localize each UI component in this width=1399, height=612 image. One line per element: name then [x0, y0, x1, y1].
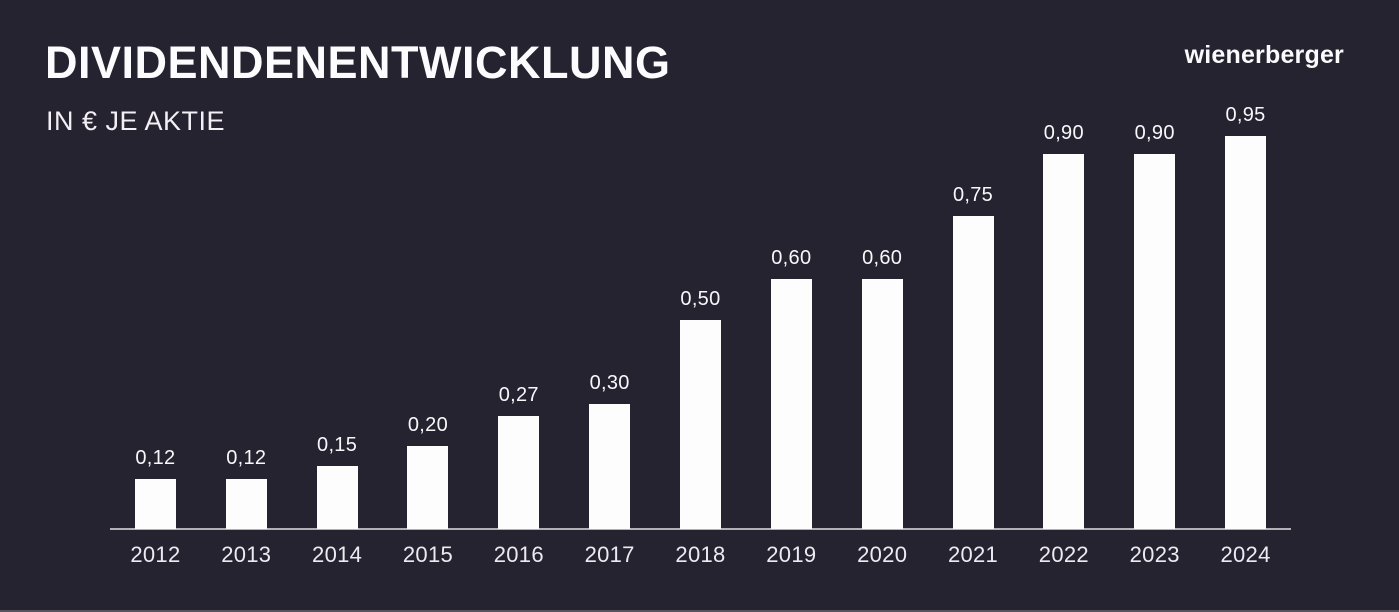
bar-group-2020: 0,60: [837, 104, 928, 529]
bar-value-label-2022: 0,90: [1043, 122, 1084, 144]
bar-value-label-2014: 0,15: [317, 434, 358, 456]
bar-group-2017: 0,30: [564, 104, 655, 529]
bar-value-label-2017: 0,30: [589, 372, 630, 394]
bar-2021: [952, 216, 994, 529]
year-label-2012: 2012: [130, 542, 181, 567]
bar-2022: [1043, 154, 1085, 529]
year-label-2023: 2023: [1129, 542, 1180, 567]
bar-group-2022: 0,90: [1018, 104, 1109, 529]
bar-group-2021: 0,75: [928, 104, 1019, 529]
bar-group-2019: 0,60: [746, 104, 837, 529]
year-label-2013: 2013: [221, 542, 272, 567]
bar-value-label-2015: 0,20: [407, 414, 449, 436]
wienerberger-logo: wienerberger: [1184, 41, 1344, 69]
bar-value-label-2019: 0,60: [771, 247, 812, 269]
year-label-2015: 2015: [402, 542, 454, 567]
year-label-2022: 2022: [1038, 542, 1089, 567]
year-label-2021: 2021: [947, 542, 999, 567]
bar-2014: [316, 466, 358, 529]
x-axis-line: [110, 528, 1291, 530]
year-label-2016: 2016: [493, 542, 544, 567]
bar-chart: 0,12 0,12 0,15 0,20 0,27 0,30 0,50: [110, 104, 1291, 529]
bar-2018: [679, 320, 721, 529]
bar-group-2013: 0,12: [201, 104, 292, 529]
bar-group-2023: 0,90: [1109, 104, 1200, 529]
bar-value-label-2018: 0,50: [680, 288, 721, 310]
year-label-2020: 2020: [857, 542, 908, 567]
year-label-2024: 2024: [1220, 542, 1271, 567]
page-subtitle: IN € JE AKTIE: [46, 106, 226, 136]
bar-2023: [1134, 154, 1176, 529]
bar-group-2014: 0,15: [292, 104, 383, 529]
bar-2020: [861, 279, 903, 529]
page-title: DIVIDENDENENTWICKLUNG: [45, 37, 671, 88]
bar-value-label-2013: 0,12: [226, 447, 267, 469]
bar-group-2015: 0,20: [383, 104, 474, 529]
year-label-2014: 2014: [312, 542, 363, 567]
bar-value-label-2020: 0,60: [862, 247, 903, 269]
bar-2019: [770, 279, 812, 529]
bar-value-label-2023: 0,90: [1134, 122, 1175, 144]
year-axis: 2012 2013 2014 2015 2016 2017 2018 2019 2020 2021…: [110, 542, 1291, 568]
bar-value-label-2016: 0,27: [498, 384, 539, 406]
bar-2015: [407, 446, 449, 529]
bar-value-label-2024: 0,95: [1225, 104, 1266, 126]
bar-group-2024: 0,95: [1200, 104, 1291, 529]
bar-group-2018: 0,50: [655, 104, 746, 529]
year-label-2019: 2019: [766, 542, 817, 567]
bar-2024: [1225, 136, 1267, 529]
bar-group-2016: 0,27: [473, 104, 564, 529]
bar-value-label-2012: 0,12: [135, 447, 176, 469]
bar-group-2012: 0,12: [110, 104, 201, 529]
bar-2016: [498, 416, 540, 529]
bar-2013: [225, 479, 267, 529]
year-label-2018: 2018: [675, 542, 726, 567]
bar-2012: [134, 479, 176, 529]
bar-value-label-2021: 0,75: [952, 184, 994, 206]
year-label-2017: 2017: [584, 542, 635, 567]
bar-2017: [589, 404, 631, 529]
